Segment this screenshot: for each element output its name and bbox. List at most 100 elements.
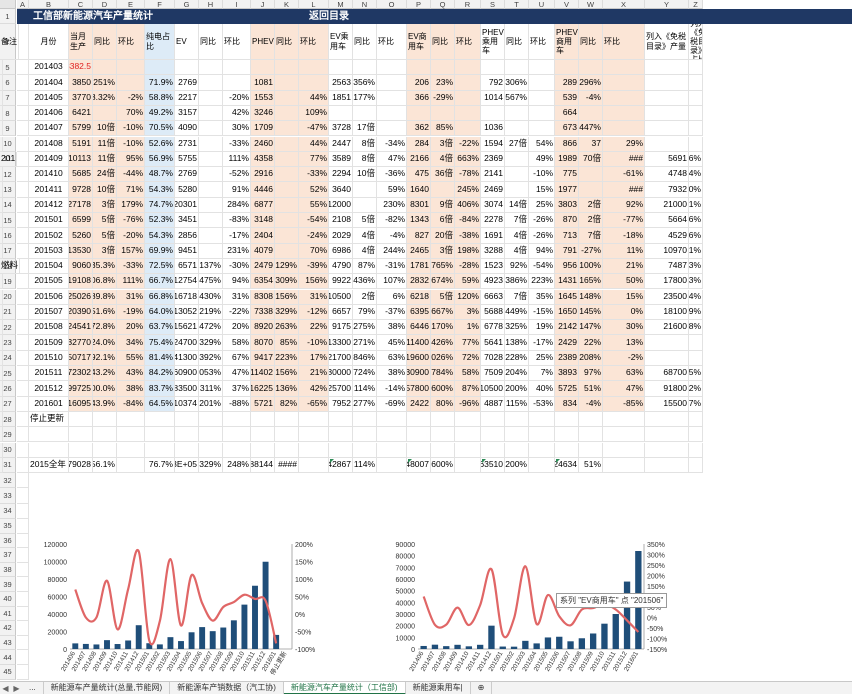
data-cell[interactable]: -39%	[299, 258, 329, 275]
data-cell[interactable]: 4748	[645, 167, 689, 183]
data-cell[interactable]: 1691	[481, 228, 505, 244]
data-cell[interactable]	[0, 121, 3, 137]
row-header[interactable]: 26	[0, 381, 16, 397]
data-cell[interactable]: 95%	[117, 151, 145, 168]
data-cell[interactable]: 16095	[69, 396, 93, 412]
row-header[interactable]: 23	[0, 335, 16, 351]
data-cell[interactable]	[0, 366, 3, 382]
data-cell[interactable]: 58.8%	[145, 90, 175, 106]
data-cell[interactable]	[603, 75, 645, 91]
data-cell[interactable]: 3288	[481, 243, 505, 259]
column-header[interactable]: T	[505, 0, 529, 9]
data-cell[interactable]	[455, 442, 481, 458]
data-cell[interactable]: 4倍	[353, 228, 377, 244]
data-cell[interactable]: 92%	[689, 381, 703, 397]
data-cell[interactable]	[377, 90, 407, 106]
data-cell[interactable]	[223, 442, 251, 458]
column-header[interactable]: D	[93, 0, 117, 9]
data-cell[interactable]	[689, 105, 703, 122]
data-cell[interactable]: 7倍	[505, 289, 529, 305]
data-cell[interactable]: 284	[407, 136, 431, 152]
data-cell[interactable]: -54%	[529, 258, 555, 275]
data-cell[interactable]: 3589	[329, 151, 353, 168]
data-cell[interactable]	[275, 105, 299, 122]
data-cell[interactable]: 643.2%	[93, 366, 117, 382]
data-cell[interactable]: -69%	[377, 396, 407, 412]
data-cell[interactable]	[579, 411, 603, 428]
data-cell[interactable]: 10500	[329, 289, 353, 305]
data-cell[interactable]: 430%	[199, 289, 223, 305]
data-cell[interactable]	[117, 75, 145, 91]
data-cell[interactable]: 219%	[199, 304, 223, 321]
data-cell[interactable]: -36%	[377, 167, 407, 183]
data-cell[interactable]: 38%	[117, 381, 145, 397]
data-cell[interactable]: 48.7%	[145, 167, 175, 183]
row-header[interactable]: 22	[0, 320, 16, 336]
data-cell[interactable]	[223, 411, 251, 428]
data-cell[interactable]	[17, 411, 29, 428]
data-cell[interactable]	[645, 121, 689, 137]
data-cell[interactable]	[481, 411, 505, 428]
data-cell[interactable]: 8301	[407, 197, 431, 213]
data-cell[interactable]	[275, 182, 299, 198]
data-cell[interactable]	[251, 411, 275, 428]
row-header[interactable]: 31	[0, 457, 16, 474]
data-cell[interactable]: 329%	[199, 335, 223, 351]
data-cell[interactable]	[17, 635, 29, 651]
data-cell[interactable]: 94%	[223, 274, 251, 290]
data-cell[interactable]: -19%	[117, 304, 145, 321]
data-cell[interactable]	[455, 121, 481, 137]
data-cell[interactable]: 4倍	[353, 243, 377, 259]
data-cell[interactable]: 1036	[481, 121, 505, 137]
data-cell[interactable]	[603, 427, 645, 443]
data-cell[interactable]: 2217	[175, 90, 199, 106]
data-cell[interactable]: 5685	[69, 167, 93, 183]
data-cell[interactable]: 145%	[579, 304, 603, 321]
data-cell[interactable]	[0, 182, 3, 198]
data-cell[interactable]	[275, 243, 299, 259]
data-cell[interactable]: 2469	[481, 182, 505, 198]
data-cell[interactable]	[199, 105, 223, 122]
data-cell[interactable]: 10倍	[93, 182, 117, 198]
data-cell[interactable]: 94%	[689, 289, 703, 305]
data-cell[interactable]: 475%	[199, 274, 223, 290]
data-cell[interactable]	[329, 60, 353, 76]
data-cell[interactable]	[689, 136, 703, 152]
data-cell[interactable]: 72302	[69, 366, 93, 382]
data-cell[interactable]: 7倍	[579, 228, 603, 244]
data-cell[interactable]	[17, 503, 29, 519]
data-cell[interactable]	[17, 274, 29, 290]
data-cell[interactable]	[299, 411, 329, 428]
data-cell[interactable]: 1594	[481, 136, 505, 152]
data-cell[interactable]	[481, 105, 505, 122]
data-cell[interactable]	[645, 427, 689, 443]
data-cell[interactable]: 2769	[175, 167, 199, 183]
month-cell[interactable]: 201404	[29, 75, 69, 91]
data-cell[interactable]: 44%	[299, 90, 329, 106]
data-cell[interactable]: 52.3%	[145, 213, 175, 229]
data-cell[interactable]	[0, 304, 3, 321]
header-cell[interactable]: 环比	[455, 24, 481, 60]
data-cell[interactable]: 69.9%	[145, 243, 175, 259]
data-cell[interactable]: 111%	[223, 151, 251, 168]
data-cell[interactable]: 148%	[579, 289, 603, 305]
data-cell[interactable]: 289.8%	[93, 289, 117, 305]
month-cell[interactable]: 201601	[29, 396, 69, 412]
month-cell[interactable]: 201407	[29, 121, 69, 137]
row-header[interactable]: 24	[0, 350, 16, 366]
data-cell[interactable]: 7028	[481, 350, 505, 366]
data-cell[interactable]	[223, 427, 251, 443]
data-cell[interactable]	[603, 442, 645, 458]
header-cell[interactable]: EV	[175, 24, 199, 60]
data-cell[interactable]: -20%	[117, 228, 145, 244]
data-cell[interactable]	[505, 411, 529, 428]
data-cell[interactable]: 6599	[69, 213, 93, 229]
month-cell[interactable]: 201503	[29, 243, 69, 259]
header-cell[interactable]: 纯电占比	[145, 24, 175, 60]
data-cell[interactable]: 2447	[329, 136, 353, 152]
month-cell[interactable]: 201409	[29, 151, 69, 168]
data-cell[interactable]	[17, 151, 29, 168]
data-cell[interactable]: 791	[555, 243, 579, 259]
data-cell[interactable]	[17, 606, 29, 622]
